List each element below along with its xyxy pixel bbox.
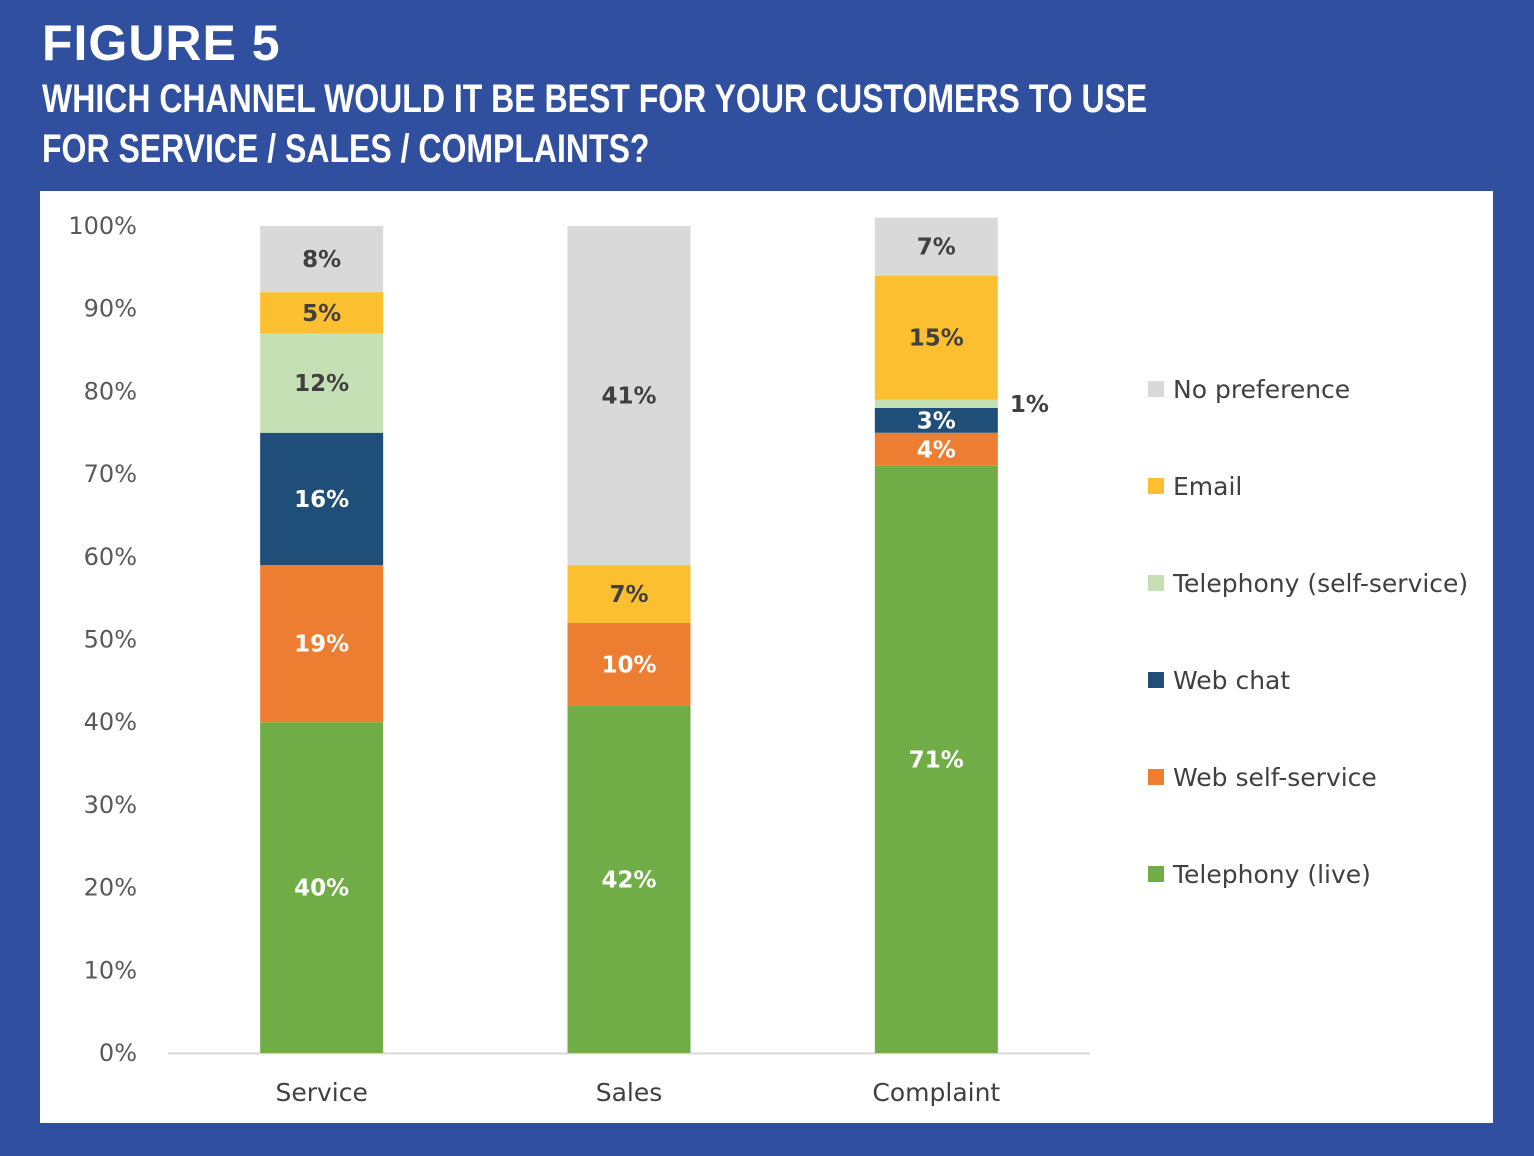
bar-segment [260,565,384,723]
bar-segment [874,432,998,466]
y-tick-label: 70% [84,460,137,488]
legend-swatch [1148,381,1164,397]
data-label: 40% [294,876,349,902]
legend-label: Telephony (live) [1172,860,1371,889]
data-label: 7% [609,582,648,608]
y-tick-label: 0% [99,1039,137,1067]
bar-segment [260,722,384,1053]
data-label: 5% [302,301,341,327]
data-label: 16% [294,487,349,513]
y-tick-label: 30% [84,791,137,819]
bar-segment [260,432,384,566]
legend-label: Web self-service [1173,763,1377,792]
bar-segment [567,622,691,706]
y-tick-label: 100% [68,212,137,240]
legend-swatch [1148,478,1164,494]
data-label: 42% [601,867,656,893]
y-tick-label: 50% [84,626,137,654]
legend-swatch [1148,672,1164,688]
legend-swatch [1148,575,1164,591]
bar-segment [260,226,384,293]
bar-segment [567,226,691,566]
bar-segment [874,217,998,276]
legend-label: No preference [1173,375,1350,404]
bar-segment [260,333,384,433]
stacked-bar-chart: 0% 10% 20% 30% 40% 50% 60% 70% 80% 90% 100% 40% 19% 1… [68,212,1468,1107]
data-label: 10% [601,652,656,678]
data-label: 1% [1010,392,1049,418]
y-tick-label: 80% [84,377,137,405]
bar-segment [874,275,998,400]
bar-segment [874,465,998,1054]
bar-segment [260,292,384,334]
legend-label: Email [1173,472,1242,501]
data-label: 3% [917,408,956,434]
data-label: 7% [917,235,956,261]
bar-segment [874,399,998,408]
data-label: 41% [601,384,656,410]
chart-panel: 0% 10% 20% 30% 40% 50% 60% 70% 80% 90% 100% 40% 19% 1… [40,191,1493,1123]
data-label: 71% [909,747,964,773]
legend-swatch [1148,769,1164,785]
data-label: 12% [294,371,349,397]
bar-segment [874,407,998,433]
category-label: Sales [596,1078,663,1107]
data-label: 19% [294,632,349,658]
y-tick-label: 10% [84,956,137,984]
figure-label: FIGURE 5 [42,15,281,71]
data-label: 4% [917,437,956,463]
category-label: Service [275,1078,367,1107]
bar-segment [567,565,691,623]
y-tick-label: 60% [84,543,137,571]
data-label: 8% [302,247,341,273]
figure-title: WHICH CHANNEL WOULD IT BE BEST FOR YOUR … [42,77,1148,171]
legend-label: Telephony (self-service) [1172,569,1468,598]
y-tick-label: 40% [84,708,137,736]
data-label: 15% [909,326,964,352]
bar-segment [567,705,691,1053]
legend-label: Web chat [1173,666,1290,695]
category-label: Complaint [872,1078,1000,1107]
y-tick-label: 90% [84,295,137,323]
legend-swatch [1148,866,1164,882]
y-tick-label: 20% [84,874,137,902]
